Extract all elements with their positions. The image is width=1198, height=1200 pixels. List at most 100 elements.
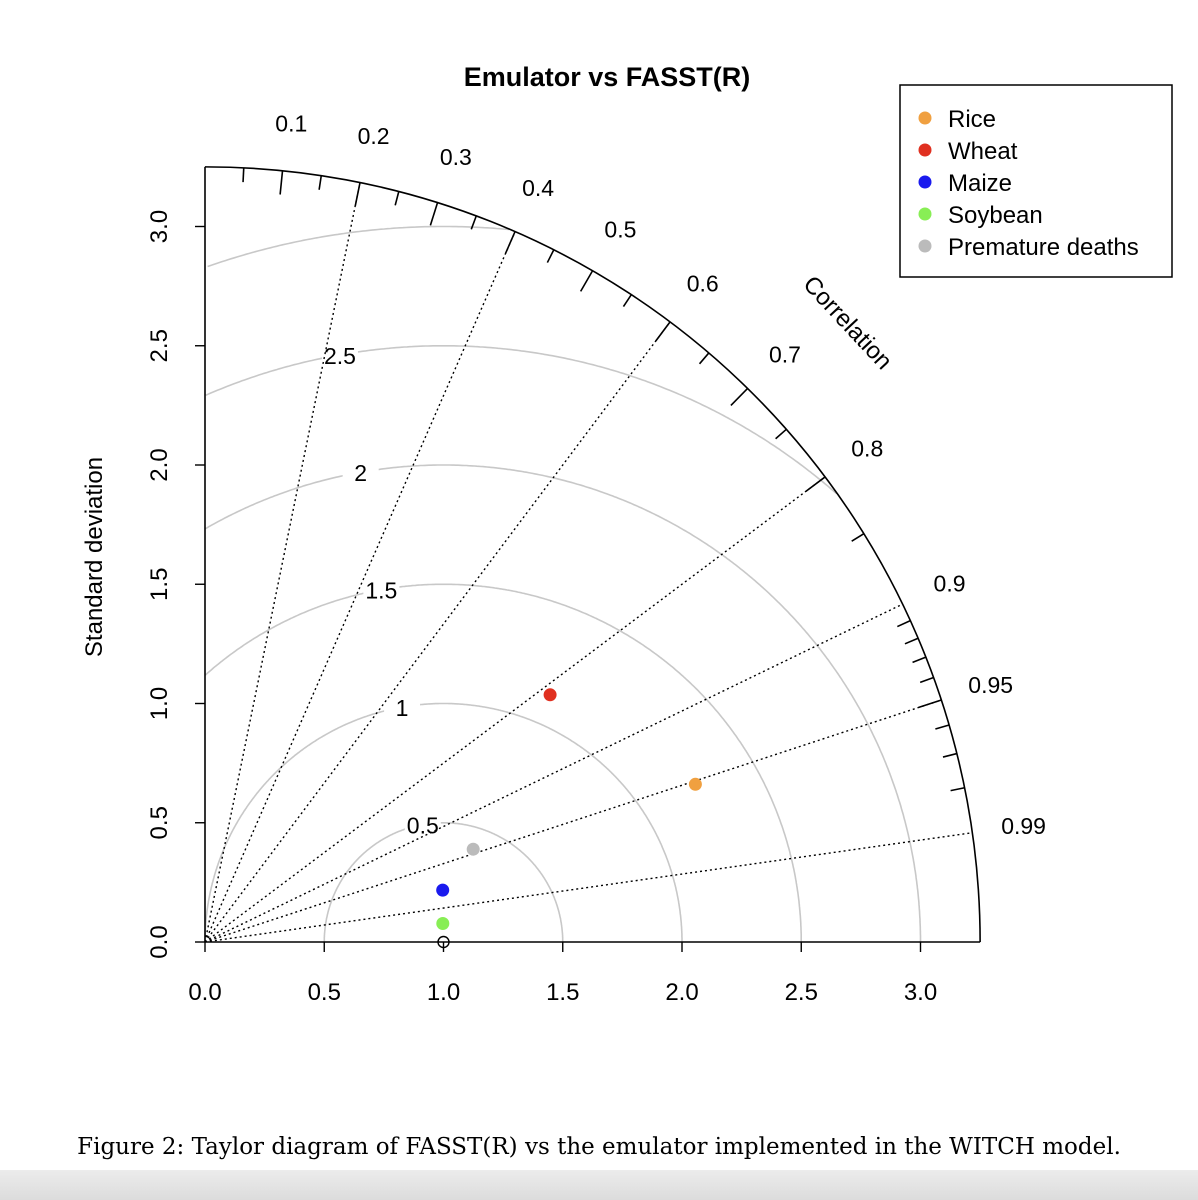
correlation-axis-label: Correlation bbox=[798, 271, 898, 375]
point-maize bbox=[436, 883, 450, 897]
point-soybean bbox=[436, 917, 450, 930]
rms-label: 2 bbox=[354, 460, 367, 486]
legend-label: Premature deaths bbox=[948, 234, 1139, 261]
correlation-tick bbox=[655, 321, 671, 342]
x-tick-label: 0.5 bbox=[308, 979, 341, 1006]
y-tick-label: 3.0 bbox=[146, 210, 173, 243]
point-rice bbox=[688, 777, 702, 791]
correlation-tick bbox=[904, 637, 919, 645]
correlation-tick bbox=[354, 182, 361, 207]
rms-arc bbox=[323, 821, 564, 943]
correlation-tick bbox=[942, 752, 958, 758]
correlation-tick bbox=[919, 676, 934, 684]
correlation-line bbox=[204, 231, 516, 943]
chart-title: Emulator vs FASST(R) bbox=[464, 62, 751, 92]
correlation-label: 0.9 bbox=[934, 570, 966, 596]
y-tick-label: 1.0 bbox=[146, 687, 173, 720]
axes bbox=[204, 166, 981, 943]
correlation-tick bbox=[730, 387, 749, 407]
correlation-tick bbox=[775, 428, 787, 440]
correlation-tick bbox=[579, 270, 594, 292]
taylor-diagram: 0.5 1 1.5 2 2.5 0.0 0.5 1.0 1.5 2.0 2.5 3.0 0.0 0.5 1… bbox=[81, 62, 1173, 1006]
correlation-tick bbox=[242, 167, 245, 183]
correlation-tick bbox=[546, 249, 555, 263]
correlation-label: 0.4 bbox=[522, 175, 554, 201]
rms-arcs: 0.5 1 1.5 2 2.5 bbox=[204, 225, 922, 943]
rms-label-bg bbox=[404, 810, 441, 837]
legend-marker bbox=[918, 111, 932, 125]
legend-marker bbox=[918, 175, 932, 189]
figure-caption: Figure 2: Taylor diagram of FASST(R) vs … bbox=[77, 1134, 1121, 1160]
x-tick-label: 2.5 bbox=[785, 979, 818, 1006]
rms-label: 1 bbox=[396, 695, 409, 721]
rms-label-bg bbox=[321, 340, 358, 367]
correlation-tick bbox=[950, 786, 965, 792]
correlation-line bbox=[204, 832, 973, 943]
correlation-tick bbox=[394, 191, 400, 206]
correlation-line bbox=[204, 476, 826, 943]
x-tick-label: 0.0 bbox=[188, 979, 221, 1006]
point-wheat bbox=[543, 688, 557, 702]
correlation-label: 0.2 bbox=[358, 123, 390, 149]
legend-label: Wheat bbox=[948, 138, 1018, 165]
correlation-line bbox=[204, 182, 361, 943]
correlation-lines bbox=[204, 182, 973, 943]
rms-arc bbox=[204, 464, 922, 942]
correlation-label: 0.8 bbox=[851, 435, 883, 461]
y-axis-label: Standard deviation bbox=[81, 457, 108, 657]
rms-arc bbox=[205, 344, 838, 495]
correlation-tick bbox=[318, 175, 323, 190]
rms-label: 0.5 bbox=[407, 813, 439, 839]
rms-arc bbox=[204, 702, 683, 942]
legend-marker bbox=[918, 143, 932, 157]
y-tick-label: 2.5 bbox=[146, 329, 173, 362]
rms-label: 2.5 bbox=[324, 343, 356, 369]
correlation-tick bbox=[429, 202, 439, 226]
correlation-line bbox=[204, 321, 671, 943]
y-tick-label: 0.5 bbox=[146, 806, 173, 839]
legend-label: Soybean bbox=[948, 202, 1043, 229]
correlation-label: 0.99 bbox=[1001, 813, 1046, 839]
y-tick-label: 2.0 bbox=[146, 448, 173, 481]
reference-point bbox=[437, 935, 450, 949]
x-tick-label: 2.0 bbox=[665, 979, 698, 1006]
correlation-tick bbox=[912, 656, 927, 664]
y-tick-label: 0.0 bbox=[146, 925, 173, 958]
correlation-tick bbox=[918, 699, 942, 709]
correlation-tick bbox=[805, 476, 826, 492]
rms-label-bg bbox=[342, 458, 379, 485]
correlation-tick bbox=[897, 619, 911, 628]
correlation-label: 0.1 bbox=[275, 110, 307, 136]
rms-label-bg bbox=[384, 693, 421, 720]
rms-label-bg bbox=[363, 575, 400, 602]
tick-labels: 0.0 0.5 1.0 1.5 2.0 2.5 3.0 0.0 0.5 1.0 1.5 2.0 2.5 3… bbox=[146, 210, 937, 1006]
legend: Rice Wheat Maize Soybean Premature deaths bbox=[899, 84, 1173, 278]
legend-box bbox=[899, 84, 1173, 278]
x-tick-label: 1.0 bbox=[427, 979, 460, 1006]
correlation-line bbox=[204, 699, 942, 943]
outer-arc bbox=[204, 166, 981, 943]
legend-marker bbox=[918, 207, 932, 221]
rms-arc bbox=[207, 225, 510, 268]
correlation-tick bbox=[851, 532, 865, 542]
rms-label: 1.5 bbox=[365, 578, 397, 604]
correlation-label: 0.7 bbox=[769, 341, 801, 367]
legend-marker bbox=[918, 239, 932, 253]
point-premature-deaths bbox=[466, 842, 480, 856]
correlation-tick bbox=[470, 215, 478, 230]
correlation-label: 0.5 bbox=[604, 216, 636, 242]
x-tick-label: 3.0 bbox=[904, 979, 937, 1006]
correlation-label: 0.6 bbox=[687, 271, 719, 297]
correlation-tick bbox=[504, 231, 516, 254]
legend-label: Maize bbox=[948, 170, 1012, 197]
correlation-ticks: 0.1 0.2 0.3 0.4 0.5 0.6 0.7 0.8 0.9 0.95 0.99 bbox=[242, 110, 1046, 839]
correlation-tick bbox=[279, 170, 284, 195]
correlation-tick bbox=[622, 294, 632, 308]
y-tick-label: 1.5 bbox=[146, 568, 173, 601]
correlation-line bbox=[204, 603, 903, 943]
correlation-tick bbox=[698, 352, 710, 365]
correlation-tick bbox=[935, 724, 950, 730]
x-tick-label: 1.5 bbox=[546, 979, 579, 1006]
correlation-label: 0.3 bbox=[440, 144, 472, 170]
bottom-strip bbox=[0, 1170, 1198, 1200]
